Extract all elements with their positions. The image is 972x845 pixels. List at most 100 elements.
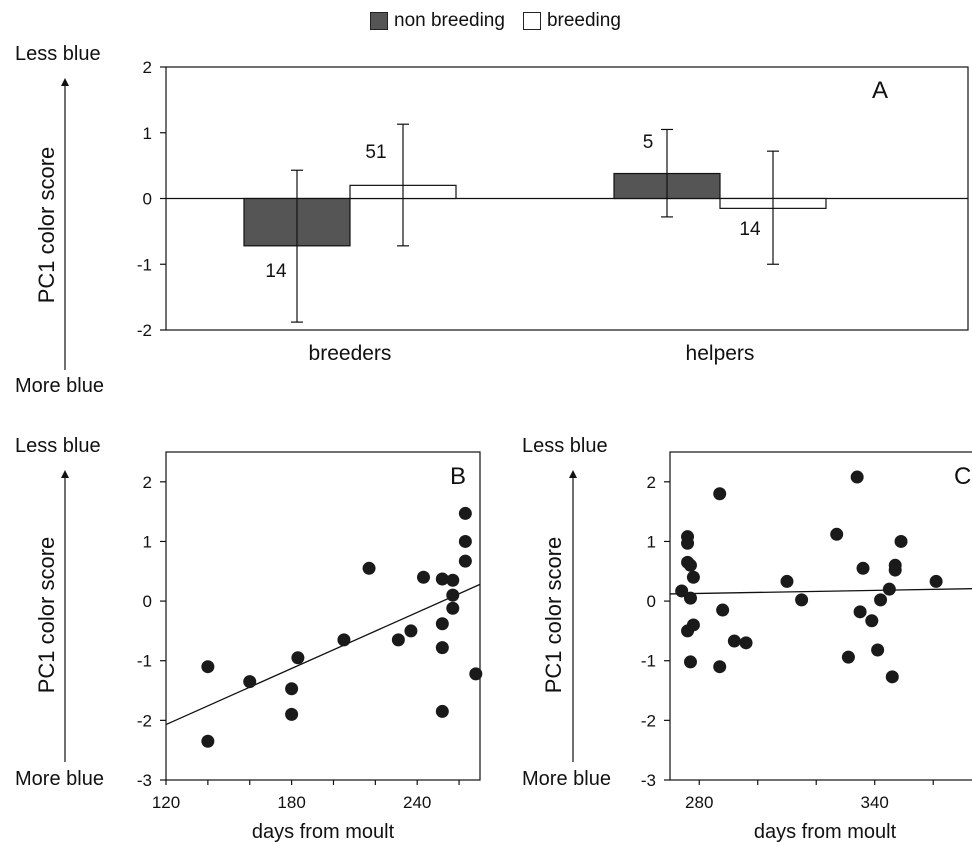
panel-c-ytick-label: -3	[641, 771, 656, 790]
panel-a-ytick-label: 0	[143, 190, 152, 209]
panel-b-data-point	[201, 734, 215, 748]
panel-b-data-point	[446, 573, 460, 587]
panel-c-ytick-label: 1	[647, 532, 656, 551]
panel-c-data-point	[686, 570, 700, 584]
panel-b-xtick-label: 180	[277, 793, 305, 812]
panel-b-data-point	[404, 624, 418, 638]
panel-b-data-point	[416, 570, 430, 584]
panel-c-data-point	[681, 536, 695, 550]
panel-a-sample-size: 14	[265, 261, 287, 282]
panel-c-data-point	[795, 593, 809, 607]
panel-c-arrow-head	[569, 470, 577, 478]
panel-b-data-point	[446, 588, 460, 602]
panel-c-data-point	[888, 563, 902, 577]
panel-a-ytick-label: -1	[137, 255, 152, 274]
panel-c-data-point	[780, 574, 794, 588]
panel-b-data-point	[435, 572, 449, 586]
panel-c-data-point	[874, 593, 888, 607]
panel-b-data-point	[435, 704, 449, 718]
panel-b-data-point	[362, 561, 376, 575]
panel-c-data-point	[841, 650, 855, 664]
panel-b-data-point	[201, 660, 215, 674]
panel-b-data-point	[469, 667, 483, 681]
panel-b-ytick-label: 2	[143, 473, 152, 492]
panel-a-ytick-label: 1	[143, 124, 152, 143]
panel-c-data-point	[894, 534, 908, 548]
panel-a-sample-size: 14	[739, 219, 761, 240]
panel-b-xtick-label: 120	[152, 793, 180, 812]
panel-c-data-point	[683, 591, 697, 605]
panel-c-data-point	[882, 582, 896, 596]
legend-item-breeding: breeding	[522, 10, 621, 32]
panel-b-more-blue: More blue	[15, 768, 104, 790]
panel-c-ytick-label: 0	[647, 592, 656, 611]
legend-item-non-breeding: non breeding	[370, 10, 505, 32]
legend-label-non-breeding: non breeding	[394, 10, 505, 31]
panel-c-data-point	[885, 670, 899, 684]
panel-b-less-blue: Less blue	[15, 435, 101, 457]
panel-b-data-point	[337, 633, 351, 647]
panel-b-ytick-label: -3	[137, 771, 152, 790]
panel-b-data-point	[435, 641, 449, 655]
panel-c-data-point	[830, 527, 844, 541]
panel-c-xtick-label: 340	[861, 793, 889, 812]
panel-b-ylabel: PC1 color score	[34, 537, 59, 694]
panel-c-data-point	[686, 618, 700, 632]
panel-a-sample-size: 51	[365, 142, 386, 163]
panel-b-frame	[165, 451, 481, 781]
panel-c-ylabel: PC1 color score	[541, 537, 566, 694]
panel-c-data-point	[716, 603, 730, 617]
panel-b-data-point	[458, 554, 472, 568]
panel-c-data-point	[871, 643, 885, 657]
panel-b-data-point	[243, 675, 257, 689]
panel-b-data-point	[458, 506, 472, 520]
panel-c-data-point	[713, 487, 727, 501]
panel-b-xtick-label: 240	[403, 793, 431, 812]
panel-b-arrow-head	[61, 470, 69, 478]
panel-a-ylabel: PC1 color score	[34, 147, 59, 304]
panel-c-ytick-label: 2	[647, 473, 656, 492]
panel-a-ytick-label: 2	[143, 58, 152, 77]
legend-swatch-non-breeding	[370, 12, 388, 30]
panel-b-letter: B	[450, 463, 466, 490]
panel-c-data-point	[850, 470, 864, 484]
panel-b-data-point	[446, 601, 460, 615]
panel-c-data-point	[727, 634, 741, 648]
panel-c-data-point	[683, 655, 697, 669]
panel-b-ytick-label: 1	[143, 532, 152, 551]
panel-c-data-point	[929, 574, 943, 588]
panel-a-category-label: breeders	[309, 342, 392, 365]
panel-b-data-point	[285, 707, 299, 721]
panel-b-data-point	[458, 534, 472, 548]
panel-c-xtick-label: 280	[685, 793, 713, 812]
panel-c-data-point	[853, 605, 867, 619]
panel-a-sample-size: 5	[643, 132, 654, 153]
panel-c-letter: C	[954, 463, 971, 490]
panel-a-arrow-head	[61, 78, 69, 86]
panel-c-more-blue: More blue	[522, 768, 611, 790]
panel-c-data-point	[675, 584, 689, 598]
panel-c-data-point	[856, 561, 870, 575]
panel-a-more-blue: More blue	[15, 375, 104, 397]
panel-b-data-point	[391, 633, 405, 647]
panel-b-data-point	[285, 682, 299, 696]
panel-b-ytick-label: -1	[137, 652, 152, 671]
panel-c-ytick-label: -1	[641, 652, 656, 671]
panel-b-fit-line	[165, 583, 481, 726]
legend: non breeding breeding	[370, 10, 621, 32]
panel-a-ytick-label: -2	[137, 321, 152, 340]
panel-c-fit-line	[669, 588, 972, 595]
panel-b-ytick-label: 0	[143, 592, 152, 611]
panel-b-xlabel: days from moult	[252, 821, 395, 843]
panel-c-data-point	[683, 558, 697, 572]
panel-c-data-point	[713, 660, 727, 674]
panel-c-less-blue: Less blue	[522, 435, 608, 457]
legend-swatch-breeding	[522, 12, 541, 30]
panel-c-data-point	[739, 636, 753, 650]
panel-c-ytick-label: -2	[641, 711, 656, 730]
legend-label-breeding: breeding	[546, 10, 621, 31]
panel-a-letter: A	[872, 77, 888, 104]
panel-c-xlabel: days from moult	[754, 821, 897, 843]
panel-c-frame	[669, 451, 972, 781]
